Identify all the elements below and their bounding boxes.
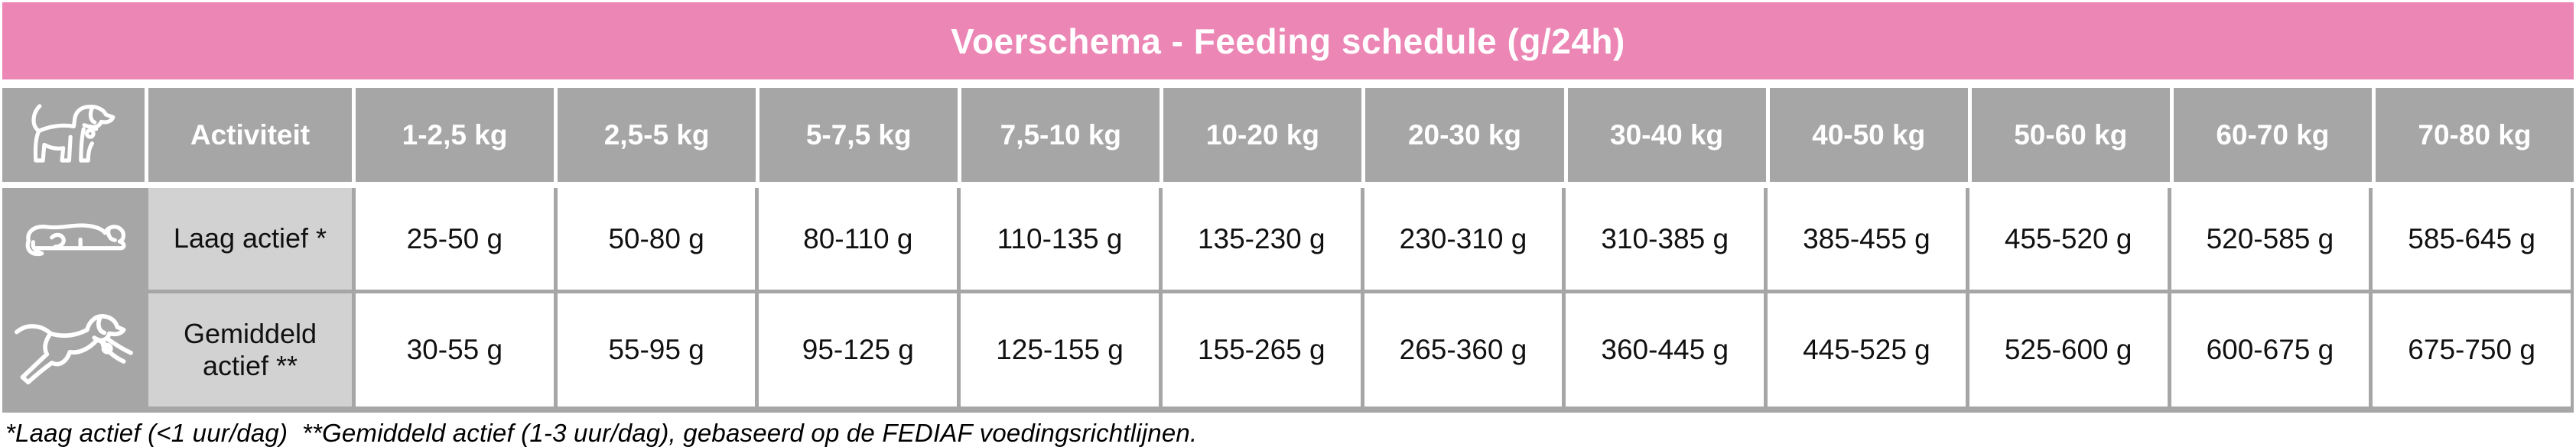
feeding-amount-cell: 600-675 g — [2171, 293, 2369, 407]
activity-header-cell: Activiteit — [148, 88, 352, 182]
running-dog-icon — [14, 314, 133, 385]
feeding-amount-cell: 360-445 g — [1566, 293, 1764, 407]
activity-label: Laag actief * — [148, 188, 352, 290]
table-header-row: Activiteit 1-2,5 kg 2,5-5 kg 5-7,5 kg 7,5-1… — [2, 88, 2574, 182]
table-row-average-active: Gemiddeld actief ** 30-55 g 55-95 g 95-125… — [2, 293, 2571, 407]
feeding-amount-cell: 310-385 g — [1566, 188, 1764, 290]
header-icon-cell — [2, 88, 145, 182]
feeding-amount-cell: 155-265 g — [1162, 293, 1361, 407]
weight-header-cell: 20-30 kg — [1365, 88, 1564, 182]
weight-header-cell: 60-70 kg — [2173, 88, 2372, 182]
feeding-table: Activiteit 1-2,5 kg 2,5-5 kg 5-7,5 kg 7,5-1… — [2, 88, 2574, 413]
page-title: Voerschema - Feeding schedule (g/24h) — [951, 21, 1625, 61]
weight-header-cell: 2,5-5 kg — [558, 88, 756, 182]
feeding-amount-cell: 125-155 g — [961, 293, 1159, 407]
row-avg-icon-cell — [2, 293, 145, 407]
footnote: *Laag actief (<1 uur/dag) **Gemiddeld ac… — [5, 419, 1198, 447]
weight-header-cell: 7,5-10 kg — [961, 88, 1160, 182]
weight-header-cell: 70-80 kg — [2375, 88, 2574, 182]
row-low-icon-cell — [2, 188, 145, 290]
feeding-amount-cell: 135-230 g — [1162, 188, 1361, 290]
weight-header-cell: 40-50 kg — [1769, 88, 1968, 182]
table-body: Laag actief * 25-50 g 50-80 g 80-110 g 110-… — [2, 188, 2574, 413]
standing-dog-icon — [31, 103, 115, 163]
feeding-amount-cell: 25-50 g — [356, 188, 554, 290]
feeding-amount-cell: 520-585 g — [2171, 188, 2369, 290]
feeding-amount-cell: 80-110 g — [759, 188, 958, 290]
feeding-amount-cell: 445-525 g — [1768, 293, 1966, 407]
weight-header-cell: 10-20 kg — [1163, 88, 1362, 182]
feeding-amount-cell: 55-95 g — [557, 293, 756, 407]
feeding-amount-cell: 585-645 g — [2373, 188, 2571, 290]
title-bar: Voerschema - Feeding schedule (g/24h) — [2, 2, 2574, 79]
feeding-amount-cell: 30-55 g — [356, 293, 554, 407]
table-row-low-active: Laag actief * 25-50 g 50-80 g 80-110 g 110-… — [2, 188, 2571, 290]
weight-header-cell: 5-7,5 kg — [759, 88, 958, 182]
feeding-amount-cell: 675-750 g — [2373, 293, 2571, 407]
feeding-amount-cell: 95-125 g — [759, 293, 958, 407]
activity-label: Gemiddeld actief ** — [148, 293, 352, 407]
feeding-amount-cell: 265-360 g — [1364, 293, 1563, 407]
weight-header-cell: 50-60 kg — [1971, 88, 2170, 182]
feeding-amount-cell: 455-520 g — [1969, 188, 2168, 290]
feeding-amount-cell: 385-455 g — [1768, 188, 1966, 290]
feeding-amount-cell: 230-310 g — [1364, 188, 1563, 290]
lying-dog-icon — [25, 222, 126, 256]
feeding-amount-cell: 525-600 g — [1969, 293, 2168, 407]
feeding-amount-cell: 110-135 g — [961, 188, 1159, 290]
weight-header-cell: 1-2,5 kg — [356, 88, 555, 182]
weight-header-cell: 30-40 kg — [1567, 88, 1766, 182]
feeding-amount-cell: 50-80 g — [557, 188, 756, 290]
